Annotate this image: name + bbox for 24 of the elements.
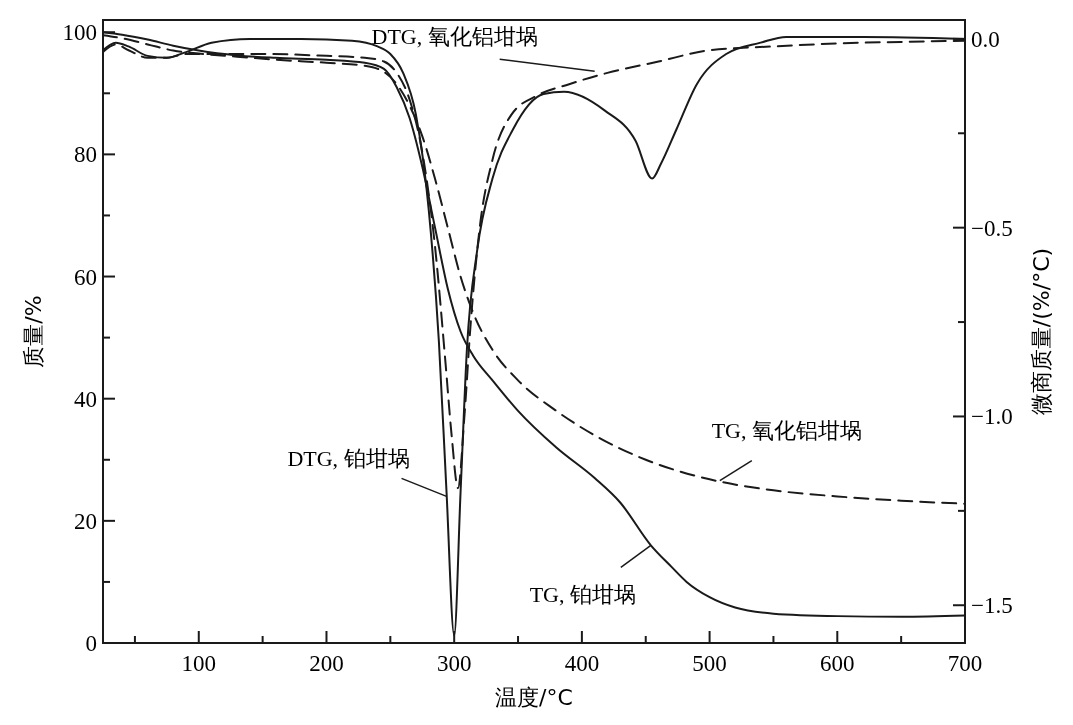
annotation: DTG, 氧化铝坩埚 [371,24,538,50]
x-tick-label: 700 [947,651,983,676]
y-tick-label: 80 [74,142,97,168]
y-tick-label: 20 [74,508,97,534]
y-tick-label: 100 [62,20,97,46]
x-tick-label: 600 [820,651,855,676]
y2-tick-label: 0.0 [971,26,1000,52]
annotation: DTG, 铂坩埚 [287,446,410,472]
y-tick-label: 40 [74,386,97,412]
annotation: TG, 氧化铝坩埚 [711,417,862,443]
x-tick-label: 100 [181,651,217,676]
y-tick-label: 0 [85,631,97,656]
x-tick-label: 500 [692,651,727,676]
annotation: TG, 铂坩埚 [529,582,637,608]
x-axis-title: 温度/°C [495,685,573,710]
x-tick-label: 300 [436,651,472,676]
x-tick-label: 200 [309,651,344,676]
y-tick-label: 60 [74,264,97,290]
y2-axis-title: 微商质量/(%/°C) [1029,247,1054,416]
y2-tick-label: −1.5 [971,593,1013,619]
x-tick-label: 400 [564,651,600,676]
y2-tick-label: −1.0 [971,404,1013,430]
y2-tick-label: −0.5 [971,215,1013,241]
y-axis-title: 质量/% [21,295,46,368]
